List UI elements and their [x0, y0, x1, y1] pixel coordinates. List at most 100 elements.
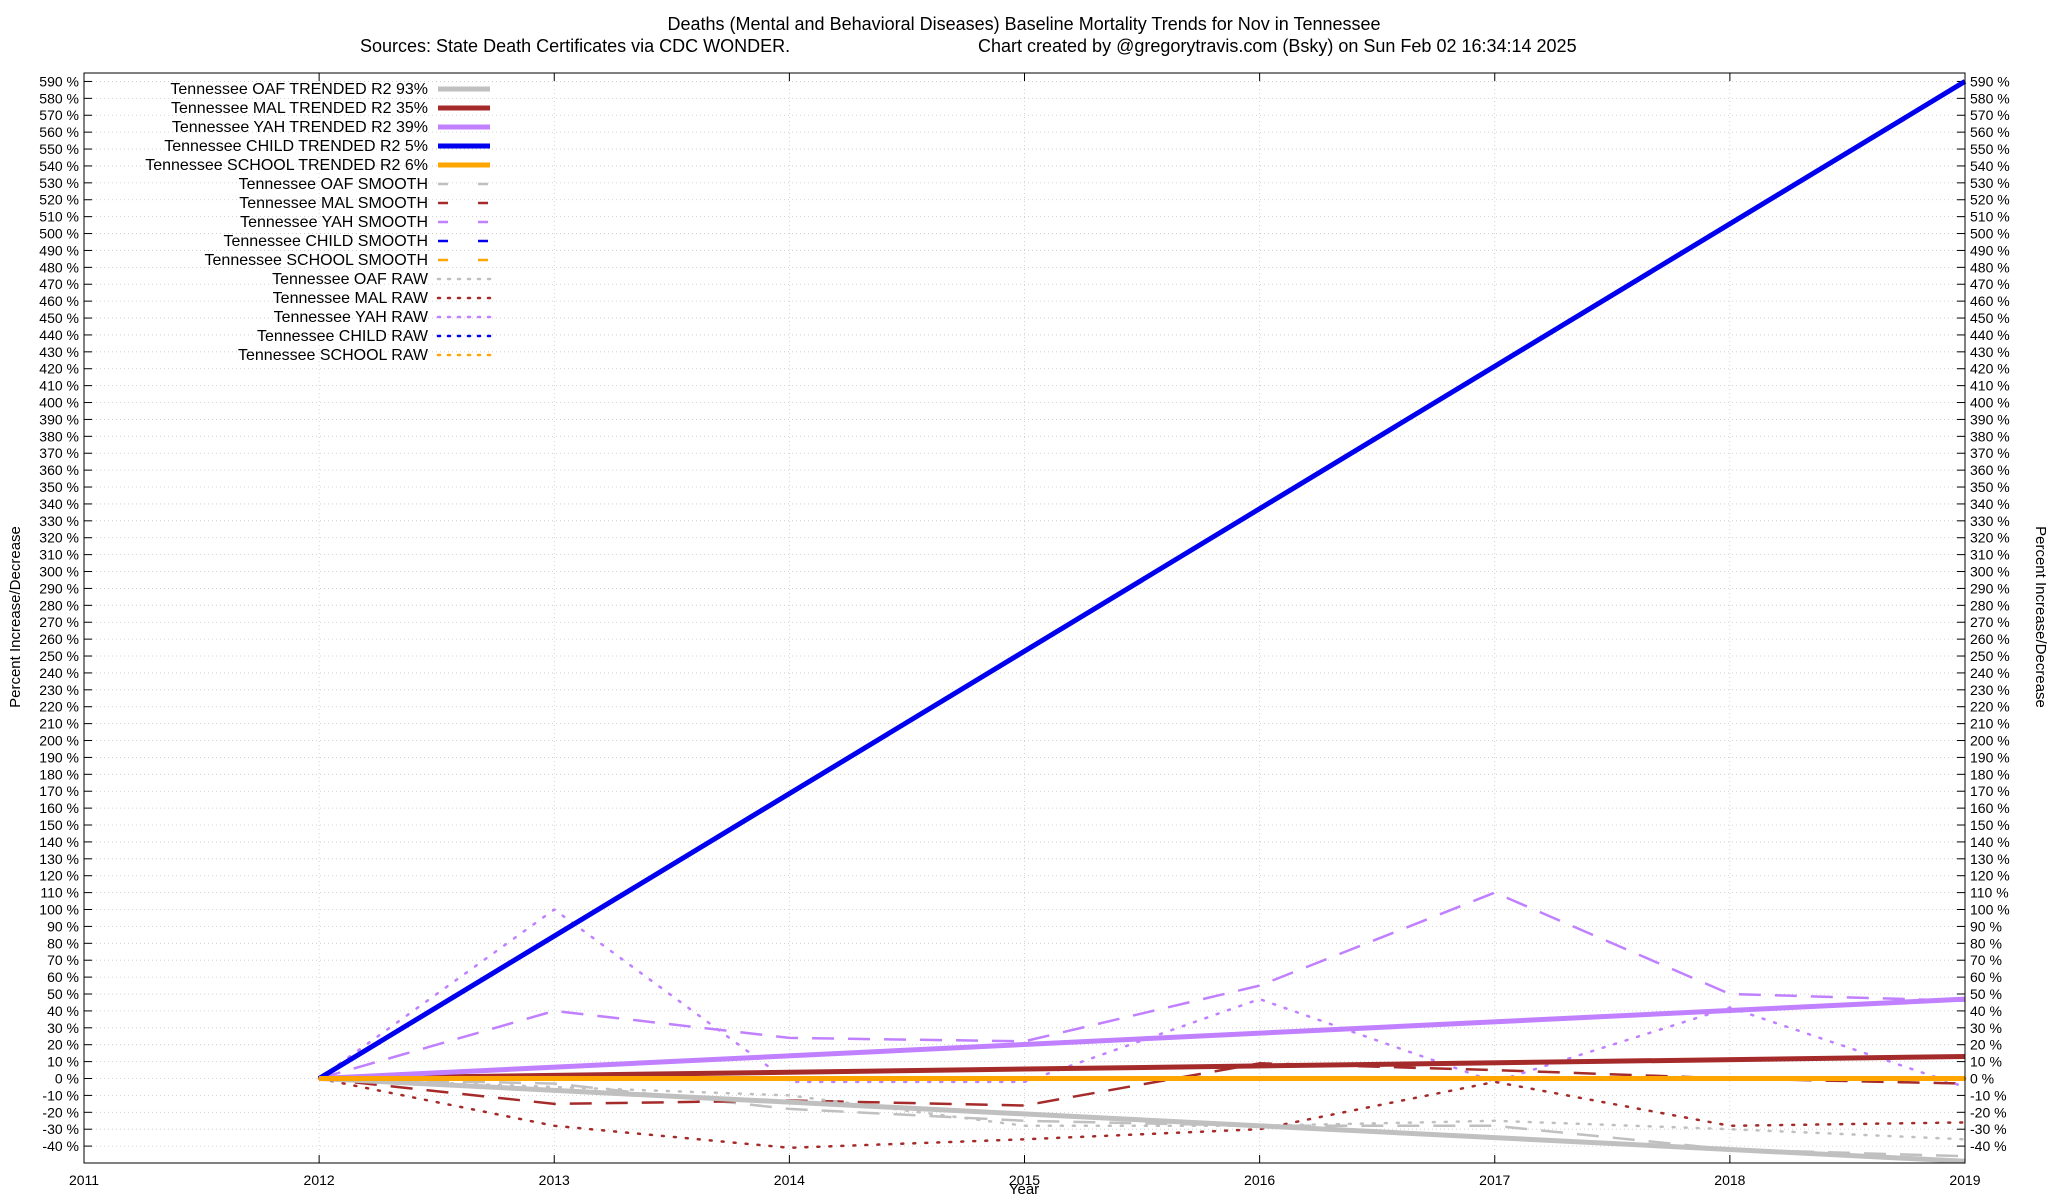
x-tick-label: 2017 — [1479, 1172, 1510, 1188]
y-tick-label-left: 70 % — [47, 952, 79, 968]
y-tick-label-right: 90 % — [1970, 918, 2002, 934]
y-tick-label-left: -20 % — [42, 1104, 79, 1120]
y-tick-label-left: 290 % — [39, 580, 79, 596]
series-line-12 — [317, 908, 1967, 1089]
y-tick-label-left: 380 % — [39, 428, 79, 444]
series-line-1 — [319, 1054, 1966, 1081]
y-tick-label-right: 230 % — [1970, 682, 2010, 698]
y-tick-label-left: 470 % — [39, 276, 79, 292]
y-tick-label-right: 40 % — [1970, 1003, 2002, 1019]
grid — [83, 73, 1966, 1163]
x-axis-label: Year — [1009, 1181, 1039, 1198]
y-tick-label-left: 400 % — [39, 395, 79, 411]
y-tick-label-right: 210 % — [1970, 716, 2010, 732]
y-tick-label-right: -20 % — [1970, 1104, 2007, 1120]
y-tick-label-right: 100 % — [1970, 902, 2010, 918]
y-tick-label-right: 80 % — [1970, 935, 2002, 951]
legend-label: Tennessee CHILD SMOOTH — [223, 233, 428, 250]
y-tick-label-right: -30 % — [1970, 1121, 2007, 1137]
y-tick-label-left: 100 % — [39, 902, 79, 918]
y-tick-label-right: 570 % — [1970, 107, 2010, 123]
y-tick-label-left: 120 % — [39, 868, 79, 884]
series — [317, 79, 1967, 1164]
y-tick-label-right: 580 % — [1970, 90, 2010, 106]
y-tick-label-right: 470 % — [1970, 276, 2010, 292]
y-tick-label-left: 490 % — [39, 242, 79, 258]
y-tick-label-right: 110 % — [1970, 885, 2009, 901]
y-tick-label-left: 520 % — [39, 192, 79, 208]
y-tick-label-left: 40 % — [47, 1003, 79, 1019]
legend-label: Tennessee SCHOOL RAW — [238, 347, 429, 364]
y-tick-label-right: 310 % — [1970, 547, 2010, 563]
y-tick-label-left: 20 % — [47, 1037, 79, 1053]
y-tick-label-left: 180 % — [39, 766, 79, 782]
y-tick-label-right: 330 % — [1970, 513, 2010, 529]
legend-label: Tennessee YAH RAW — [274, 309, 429, 326]
y-tick-label-left: 230 % — [39, 682, 79, 698]
y-tick-label-right: 30 % — [1970, 1020, 2002, 1036]
y-tick-label-left: 130 % — [39, 851, 79, 867]
legend-label: Tennessee MAL SMOOTH — [239, 195, 428, 212]
y-tick-label-left: -40 % — [42, 1138, 79, 1154]
y-tick-label-left: 340 % — [39, 496, 79, 512]
y-tick-label-left: 560 % — [39, 124, 79, 140]
y-tick-label-left: 440 % — [39, 327, 79, 343]
y-tick-label-left: 460 % — [39, 293, 79, 309]
y-tick-label-left: 90 % — [47, 918, 79, 934]
x-tick-label: 2018 — [1714, 1172, 1745, 1188]
y-tick-label-right: 10 % — [1970, 1054, 2002, 1070]
y-tick-label-right: 550 % — [1970, 141, 2010, 157]
y-tick-label-right: 350 % — [1970, 479, 2010, 495]
legend-label: Tennessee SCHOOL TRENDED R2 6% — [145, 157, 428, 174]
y-tick-label-left: 0 % — [55, 1071, 79, 1087]
y-tick-label-right: 540 % — [1970, 158, 2010, 174]
y-tick-label-right: 500 % — [1970, 226, 2010, 242]
y-tick-label-right: 290 % — [1970, 580, 2010, 596]
y-tick-label-left: 170 % — [39, 783, 79, 799]
series-line-2 — [318, 996, 1966, 1081]
y-tick-label-right: 510 % — [1970, 209, 2010, 225]
y-tick-label-right: -10 % — [1970, 1087, 2007, 1103]
y-tick-label-left: 190 % — [39, 749, 79, 765]
y-tick-label-right: 530 % — [1970, 175, 2010, 191]
y-tick-label-left: 300 % — [39, 564, 79, 580]
series-line-10 — [317, 1077, 1967, 1141]
y-tick-label-right: 20 % — [1970, 1037, 2002, 1053]
legend-label: Tennessee YAH TRENDED R2 39% — [172, 119, 428, 136]
x-tick-label: 2019 — [1949, 1172, 1980, 1188]
legend-label: Tennessee CHILD TRENDED R2 5% — [164, 138, 428, 155]
y-tick-label-left: 200 % — [39, 733, 79, 749]
y-tick-label-right: 320 % — [1970, 530, 2010, 546]
chart-title: Deaths (Mental and Behavioral Diseases) … — [667, 14, 1380, 34]
y-tick-label-right: 280 % — [1970, 597, 2010, 613]
y-tick-label-right: 160 % — [1970, 800, 2010, 816]
x-tick-label: 2016 — [1244, 1172, 1275, 1188]
y-tick-label-right: 50 % — [1970, 986, 2002, 1002]
y-tick-label-left: 540 % — [39, 158, 79, 174]
y-tick-label-right: 200 % — [1970, 733, 2010, 749]
y-tick-label-left: -10 % — [42, 1087, 79, 1103]
y-tick-label-left: 10 % — [47, 1054, 79, 1070]
y-tick-label-left: 350 % — [39, 479, 79, 495]
y-tick-label-left: 160 % — [39, 800, 79, 816]
y-tick-label-left: 30 % — [47, 1020, 79, 1036]
y-tick-label-right: 220 % — [1970, 699, 2010, 715]
y-tick-label-left: 280 % — [39, 597, 79, 613]
y-tick-label-right: 370 % — [1970, 445, 2010, 461]
chart-subtitle-sources: Sources: State Death Certificates via CD… — [360, 36, 790, 56]
y-tick-label-right: 450 % — [1970, 310, 2010, 326]
y-axis-label-right: Percent Increase/Decrease — [2032, 526, 2048, 708]
legend-label: Tennessee MAL RAW — [273, 290, 429, 307]
y-tick-label-right: 360 % — [1970, 462, 2010, 478]
y-tick-label-left: 570 % — [39, 107, 79, 123]
y-tick-label-left: 550 % — [39, 141, 79, 157]
series-line-11 — [317, 1077, 1967, 1150]
legend-label: Tennessee SCHOOL SMOOTH — [205, 252, 428, 269]
y-tick-label-left: 50 % — [47, 986, 79, 1002]
series-line-3 — [317, 79, 1967, 1081]
chart-subtitle-credit: Chart created by @gregorytravis.com (Bsk… — [978, 36, 1577, 56]
y-tick-label-left: 420 % — [39, 361, 79, 377]
y-tick-label-right: -40 % — [1970, 1138, 2007, 1154]
y-axis-label-left: Percent Increase/Decrease — [7, 526, 24, 708]
